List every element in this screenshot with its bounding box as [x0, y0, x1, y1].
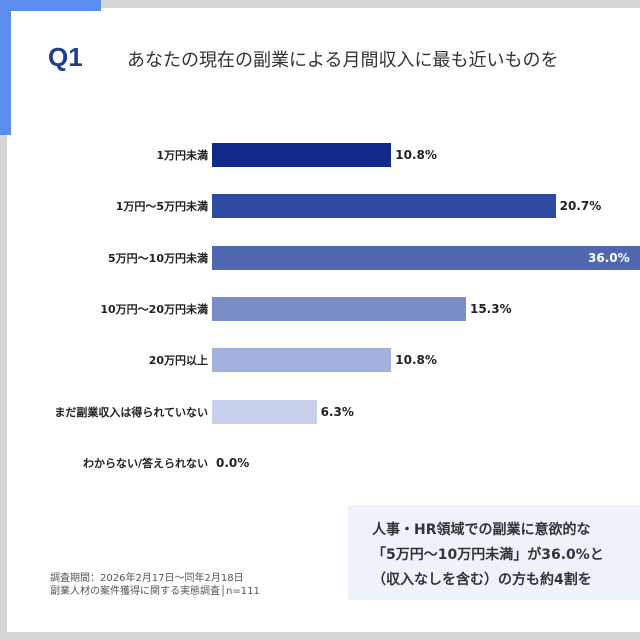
value-label: 6.3%: [320, 404, 354, 419]
callout-line: 人事・HR領域での副業に意欲的な: [372, 522, 591, 538]
category-label: 1万円未満: [156, 149, 208, 162]
category-label: 10万円〜20万円未満: [100, 302, 208, 316]
summary-callout: 人事・HR領域での副業に意欲的な 「5万円〜10万円未満」が36.0%と （収入…: [348, 505, 640, 600]
callout-line: 「5万円〜10万円未満」が36.0%と: [372, 547, 604, 563]
value-label: 20.7%: [559, 199, 602, 214]
value-label: 36.0%: [588, 250, 630, 265]
value-label: 15.3%: [469, 301, 512, 316]
accent-bar-left: [0, 0, 11, 135]
footnote: 調査期間：2026年2月17日〜同年2月18日 副業人材の案件獲得に関する実態調…: [50, 572, 260, 598]
accent-bar-top: [0, 0, 101, 11]
callout-line: （収入なしを含む）の方も約4割を: [372, 572, 592, 588]
bar: [212, 399, 317, 424]
bar: [212, 348, 392, 373]
category-label: 5万円〜10万円未満: [108, 251, 208, 265]
category-label: 20万円以上: [148, 354, 208, 368]
survey-period: 調査期間：2026年2月17日〜同年2月18日: [50, 573, 244, 584]
bar: [212, 194, 556, 219]
bar: [212, 245, 640, 270]
survey-name: 副業人材の案件獲得に関する実態調査│n=111: [50, 586, 260, 597]
question-number: Q1: [48, 42, 83, 72]
category-label: わからない/答えられない: [82, 456, 208, 470]
value-label: 0.0%: [216, 455, 250, 470]
bar: [212, 143, 392, 167]
bar: [212, 296, 466, 321]
value-label: 10.8%: [395, 353, 437, 368]
value-label: 10.8%: [395, 148, 437, 162]
category-label: 1万円〜5万円未満: [115, 200, 208, 214]
question-title: あなたの現在の副業による月間収入に最も近いものを: [127, 50, 559, 71]
category-label: まだ副業収入は得られていない: [54, 405, 208, 419]
